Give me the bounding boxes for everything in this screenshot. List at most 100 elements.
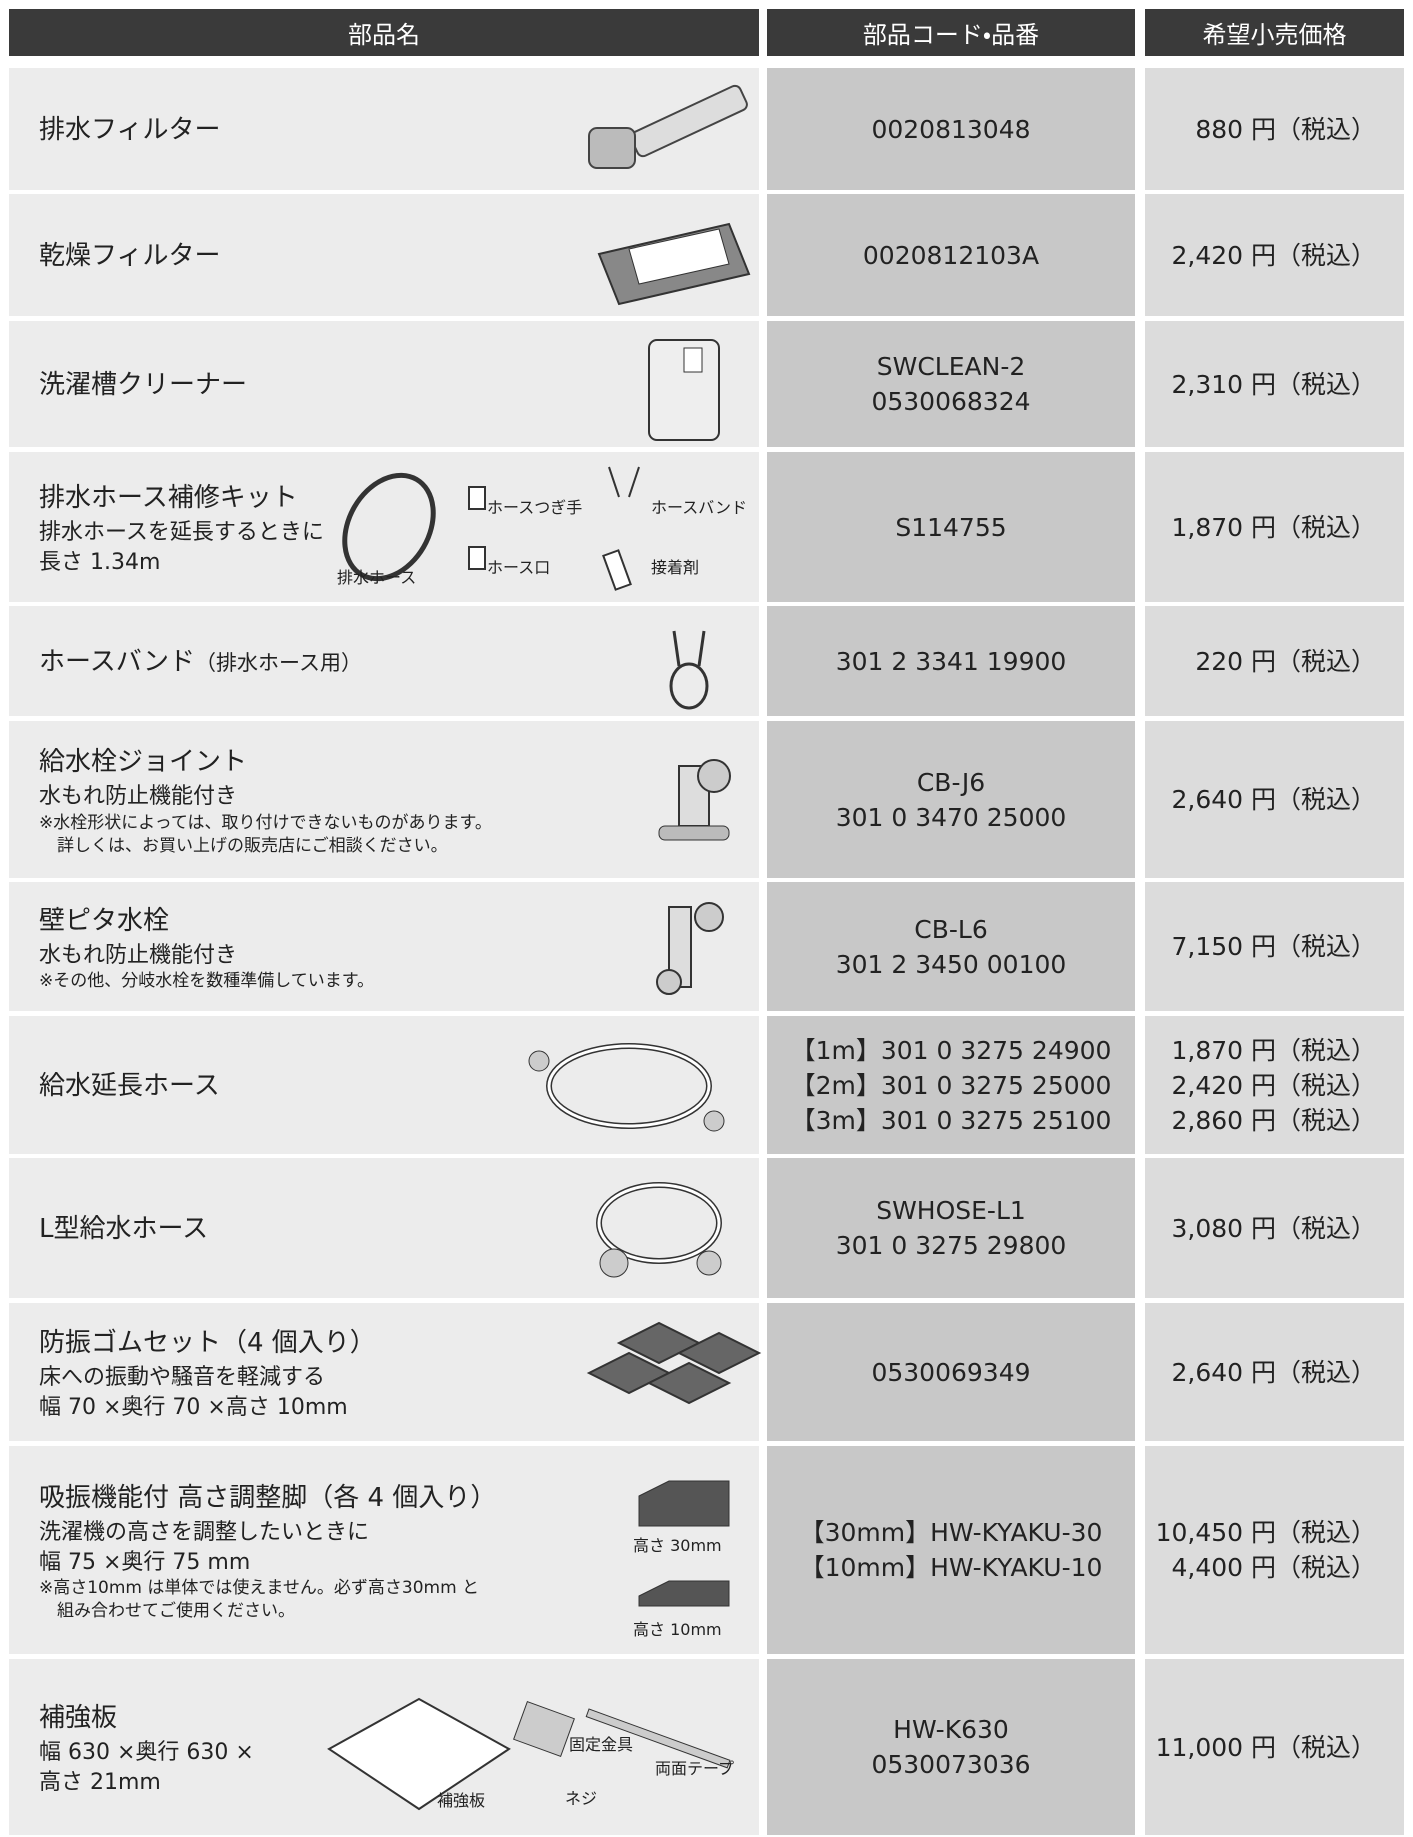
illustration [528, 1043, 725, 1132]
description: 床への振動や騒音を軽減する [39, 1364, 326, 1390]
illustration-label: 高さ 10mm [633, 1620, 722, 1639]
price-cell: 880 円（税込） [1145, 68, 1404, 190]
price: 3,080 円（税込） [1171, 1213, 1376, 1243]
illustration-shape [602, 549, 632, 591]
part-code: 301 0 3470 25000 [835, 802, 1067, 832]
part-code-cell: 【1m】301 0 3275 24900 【2m】301 0 3275 25000… [767, 1016, 1135, 1154]
part-code-cell: 301 2 3341 19900 [767, 606, 1135, 716]
price: 2,420 円（税込） [1171, 240, 1376, 270]
part-name-cell: 壁ピタ水栓水もれ防止機能付き ※その他、分岐水栓を数種準備しています。 [9, 882, 759, 1011]
note: ※高さ10mm は単体では使えません。必ず高さ30mm と [39, 1578, 480, 1599]
part-name-cell: 補強板幅 630 ×奥行 630 × 高さ 21mm 固定金具 両面テープ 補強板 ネジ [9, 1659, 759, 1835]
illustration [597, 222, 751, 306]
part-code: 【3m】301 0 3275 25100 [790, 1105, 1112, 1135]
part-name: 給水栓ジョイント [39, 747, 248, 778]
illustration-shape [683, 347, 703, 373]
price-cell: 11,000 円（税込） [1145, 1659, 1404, 1835]
price-cell: 3,080 円（税込） [1145, 1158, 1404, 1298]
part-name-cell: ホースバンド（排水ホース用） [9, 606, 759, 716]
illustration [658, 759, 731, 841]
illustration-label: 補強板 [437, 1791, 486, 1810]
part-name-cell: 排水フィルター [9, 68, 759, 190]
illustration-label: 両面テープ [655, 1759, 735, 1778]
part-name: 乾燥フィルター [39, 240, 221, 271]
price-cell: 2,310 円（税込） [1145, 321, 1404, 447]
part-code: 0530073036 [871, 1750, 1031, 1779]
illustration-shape [672, 630, 706, 667]
part-code: 301 2 3450 00100 [835, 949, 1067, 979]
illustration-shape [599, 1248, 629, 1278]
illustration-shape [513, 1701, 575, 1757]
illustration-shape [608, 466, 640, 498]
note: 組み合わせてご使用ください。 [57, 1601, 295, 1622]
part-name: 壁ピタ水栓 [39, 905, 170, 936]
part-name-cell: 給水延長ホース [9, 1016, 759, 1154]
part-code: 0530068324 [871, 387, 1031, 416]
illustration [342, 466, 640, 591]
part-name-cell: L型給水ホース [9, 1158, 759, 1298]
illustration-shape [342, 472, 436, 582]
illustration [586, 1321, 762, 1405]
illustration-label: ホースバンド [651, 498, 748, 517]
part-name-text: ホースバンド [39, 646, 196, 677]
part-code: SWHOSE-L1 [876, 1196, 1026, 1225]
part-code-cell: CB-J6 301 0 3470 25000 [767, 721, 1135, 878]
header-cell: 部品名 [9, 9, 759, 56]
part-code-cell: SWHOSE-L1 301 0 3275 29800 [767, 1158, 1135, 1298]
price-cell: 7,150 円（税込） [1145, 882, 1404, 1011]
price-cell: 1,870 円（税込） [1145, 452, 1404, 602]
price: 2,640 円（税込） [1171, 1357, 1376, 1387]
illustration-shape [597, 1183, 721, 1263]
illustration-label: ホース口 [487, 558, 551, 577]
price-cell: 10,450 円（税込） 4,400 円（税込） [1145, 1446, 1404, 1654]
description: 長さ 1.34m [39, 549, 161, 575]
part-code-cell: 0020812103A [767, 194, 1135, 316]
illustration-label: ホースつぎ手 [487, 498, 583, 517]
illustration-label: 接着剤 [651, 558, 700, 577]
illustration-shape [703, 1110, 725, 1132]
illustration-shape [630, 84, 748, 158]
description: 高さ 21mm [39, 1769, 161, 1795]
illustration [669, 630, 709, 710]
part-name: 吸振機能付 高さ調整脚（各 4 個入り） [39, 1482, 497, 1513]
illustration-shape [638, 1580, 730, 1607]
description: 幅 75 ×奥行 75 mm [39, 1549, 251, 1575]
header-cell: 部品コード・品番 [767, 9, 1135, 56]
part-name-suffix: （排水ホース用） [195, 650, 362, 675]
price: 7,150 円（税込） [1171, 932, 1376, 961]
illustration-shape [676, 1331, 762, 1375]
part-code: 【10mm】HW-KYAKU-10 [799, 1553, 1103, 1582]
part-name: ホースバンド（排水ホース用） [39, 641, 759, 678]
part-code: 0530069349 [871, 1357, 1031, 1387]
part-code: SWCLEAN-2 [876, 352, 1026, 381]
part-name: 排水ホース補修キット [39, 482, 298, 513]
price-cell: 2,420 円（税込） [1145, 194, 1404, 316]
illustration-shape [628, 228, 730, 285]
illustration-shape [588, 127, 636, 169]
part-name-cell: 洗濯槽クリーナー [9, 321, 759, 447]
illustration [638, 1480, 730, 1607]
illustration-shape [468, 486, 486, 510]
illustration-shape [656, 969, 682, 995]
price-cell: 2,640 円（税込） [1145, 1303, 1404, 1441]
illustration-shape [694, 902, 724, 932]
part-name-cell: 排水ホース補修キット 排水ホースを延長するときに 長さ 1.34m ホースつぎ手 ホース… [9, 452, 759, 602]
part-code: 301 0 3275 29800 [835, 1231, 1067, 1260]
description: 水もれ防止機能付き [39, 942, 238, 968]
illustration [648, 339, 720, 441]
description: 幅 630 ×奥行 630 × [39, 1739, 254, 1765]
part-code-cell: 0530069349 [767, 1303, 1135, 1441]
note: ※その他、分岐水栓を数種準備しています。 [39, 971, 375, 992]
part-name: 補強板 [39, 1702, 118, 1733]
price: 220 円（税込） [1195, 646, 1376, 676]
part-code: 301 2 3341 19900 [835, 646, 1067, 676]
illustration-shape [586, 1321, 762, 1405]
part-name: 防振ゴムセット（4 個入り） [39, 1327, 376, 1358]
illustration-label: 固定金具 [569, 1735, 634, 1754]
illustration-shape [585, 1708, 731, 1769]
illustration-shape [696, 1250, 722, 1276]
part-name: 洗濯槽クリーナー [39, 369, 248, 400]
illustration-shape [528, 1050, 550, 1072]
